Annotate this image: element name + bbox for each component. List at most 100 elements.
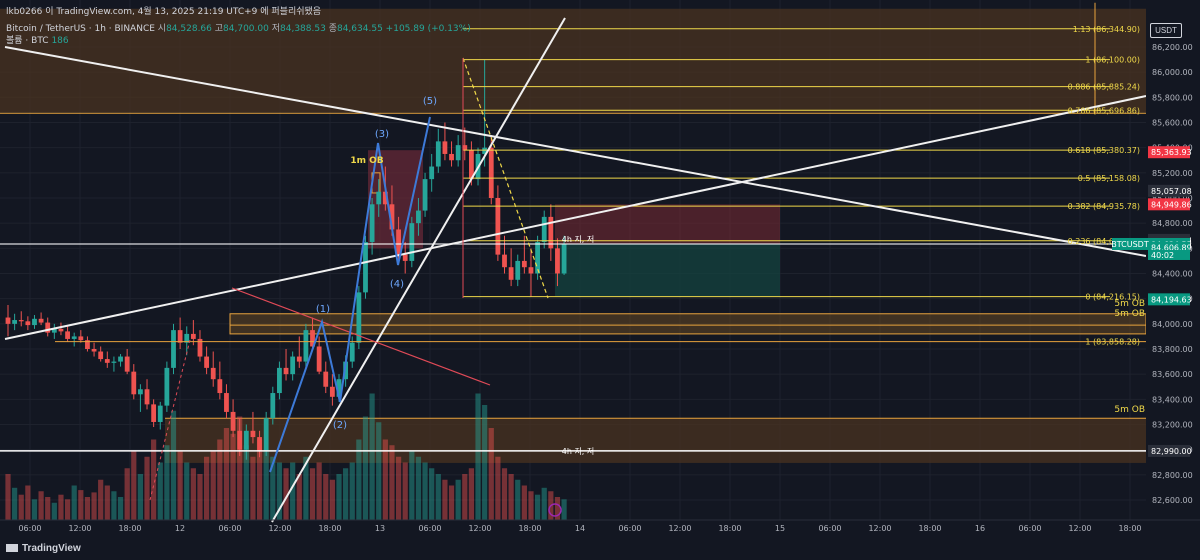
tradingview-logo-icon: [6, 544, 18, 553]
candle-body: [528, 267, 534, 274]
volume-bar: [528, 491, 534, 520]
time-tick-label: 16: [975, 524, 985, 533]
fib-label: 1 (83,858.28): [1085, 338, 1140, 347]
volume-bar: [362, 416, 369, 520]
candle-body: [535, 242, 540, 274]
descending-trendline: [4, 46, 1147, 257]
upper-supply-zone: [0, 8, 1146, 113]
candle-body: [290, 356, 296, 375]
volume-bar: [210, 451, 216, 520]
ascending-trendline: [4, 95, 1147, 340]
fib-label: 1 (86,100.00): [1085, 56, 1140, 65]
time-axis[interactable]: 06:00 12:00 18:00 12 06:00 12:00 18:00 13 06:00 1…: [0, 519, 1200, 533]
volume-bar: [382, 439, 388, 520]
fib-drawdown-path: [462, 57, 549, 299]
volume-label[interactable]: 볼륨 · BTC: [6, 36, 49, 46]
price-tick-label: 83,600.00: [1152, 370, 1193, 379]
volume-bar: [270, 456, 276, 520]
volume-value: 186: [51, 36, 69, 46]
candle-body: [561, 243, 567, 274]
volume-bar: [415, 456, 422, 520]
candle-body: [541, 216, 547, 243]
candle-body: [224, 393, 229, 412]
volume-bar: [409, 451, 415, 520]
volume-bar: [197, 474, 203, 520]
currency-button[interactable]: USDT: [1150, 23, 1182, 38]
candle-body: [32, 318, 37, 326]
volume-bar: [31, 499, 38, 520]
lower-demand-zone: [165, 418, 1146, 463]
candle-body: [104, 359, 110, 363]
volume-bar: [217, 439, 223, 520]
candle-body: [402, 254, 408, 261]
candle-body: [197, 338, 203, 357]
candle-body: [336, 379, 342, 397]
time-tick-label: 06:00: [618, 524, 641, 533]
time-tick-label: 12: [175, 524, 185, 533]
volume-bar: [104, 485, 110, 520]
price-tick-label: 83,400.00: [1152, 395, 1193, 404]
event-marker-icon: [548, 503, 562, 517]
volume-bar: [290, 462, 296, 520]
price-axis-bg: [1146, 0, 1200, 560]
candle-body: [316, 346, 322, 372]
candle-body: [310, 330, 315, 347]
symbol-line[interactable]: Bitcoin / TetherUS · 1h · BINANCE: [6, 24, 155, 34]
candle-body: [369, 204, 375, 243]
candle-body: [508, 267, 514, 280]
volume-bar: [276, 462, 283, 520]
fib-label: 0.786 (85,696.86): [1068, 106, 1140, 115]
time-tick-label: 06:00: [18, 524, 41, 533]
time-tick-label: 18:00: [1118, 524, 1141, 533]
wave-label-4: (4): [390, 279, 404, 290]
volume-bar: [389, 445, 395, 520]
volume-bar: [51, 502, 57, 520]
brand-label: TradingView: [22, 543, 81, 554]
volume-bar: [316, 462, 322, 520]
ob-5m-label: 5m OB: [1114, 405, 1145, 415]
fib-label: 0.236 (84,660.70): [1068, 237, 1140, 246]
volume-bar: [541, 487, 547, 520]
price-tick-label: 85,600.00: [1152, 119, 1193, 128]
candle-body: [184, 333, 190, 343]
price-tick-label: 82,600.00: [1152, 496, 1193, 505]
volume-bar: [521, 485, 527, 520]
short-reward-box: [555, 243, 780, 297]
volume-bar: [508, 474, 514, 520]
steep-trendline: [271, 17, 566, 523]
time-tick-label: 06:00: [1018, 524, 1041, 533]
volume-bar: [475, 393, 481, 520]
price-axis[interactable]: 86,200.0086,000.0085,800.0085,600.0085,4…: [1111, 0, 1200, 560]
candle-body: [157, 405, 163, 422]
volume-bar: [230, 433, 236, 520]
time-tick-label: 12:00: [668, 524, 691, 533]
time-tick-label: 12:00: [68, 524, 91, 533]
time-tick-label: 18:00: [118, 524, 141, 533]
change-value: +105.89 (+0.13%): [385, 24, 471, 34]
time-tick-label: 18:00: [918, 524, 941, 533]
price-tag-label: 82,990.00: [1151, 447, 1192, 456]
time-tick-label: 13: [375, 524, 385, 533]
candle-body: [78, 336, 84, 341]
volume-bar: [25, 485, 31, 520]
candle-body: [422, 179, 428, 211]
tradingview-brand[interactable]: TradingView: [6, 543, 81, 554]
volume-bar: [535, 494, 541, 520]
volume-bar: [369, 393, 375, 520]
close-value: 84,634.55: [336, 24, 383, 34]
candle-body: [303, 330, 309, 362]
price-tick-label: 84,400.00: [1152, 270, 1193, 279]
volume-bar: [263, 451, 269, 520]
drawings: [0, 17, 1147, 523]
candle-body: [18, 320, 24, 322]
price-tick-label: 84,000.00: [1152, 320, 1193, 329]
time-tick-label: 06:00: [418, 524, 441, 533]
time-tick-label: 12:00: [468, 524, 491, 533]
candle-body: [58, 328, 64, 332]
candles: [5, 59, 567, 460]
open-key: 시: [157, 24, 167, 34]
price-tag-label: 85,057.08: [1151, 187, 1192, 196]
price-tick-label: 83,200.00: [1152, 421, 1193, 430]
